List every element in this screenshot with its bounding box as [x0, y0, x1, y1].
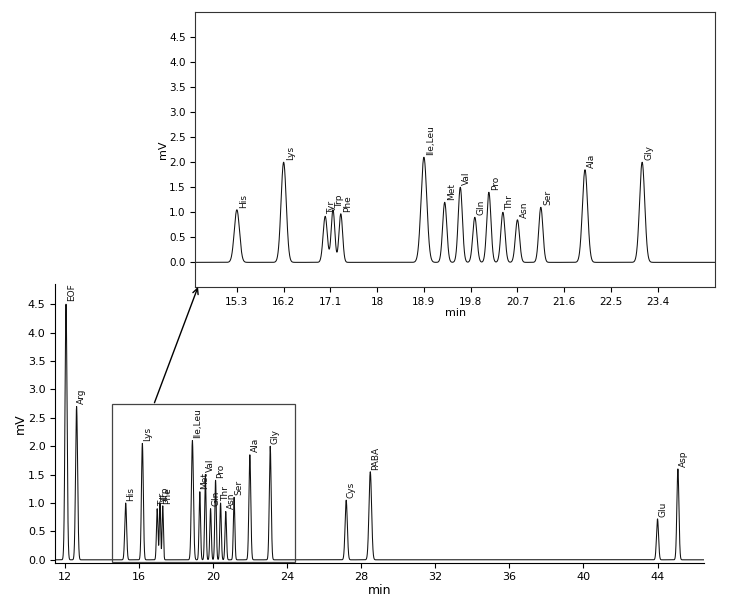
Text: Phe: Phe	[343, 195, 352, 212]
Text: Lys: Lys	[143, 427, 152, 441]
Text: Gln: Gln	[477, 200, 486, 215]
Y-axis label: mV: mV	[13, 413, 27, 434]
Text: Gly: Gly	[271, 429, 280, 444]
Text: Gly: Gly	[644, 145, 653, 160]
Text: Asp: Asp	[679, 450, 688, 466]
Y-axis label: mV: mV	[158, 140, 167, 159]
Text: Asn: Asn	[226, 492, 236, 509]
Text: Met: Met	[200, 473, 209, 489]
Text: Arg: Arg	[77, 388, 86, 404]
X-axis label: min: min	[444, 309, 466, 318]
Text: Phe: Phe	[164, 487, 172, 503]
Bar	[112, 404, 296, 562]
Text: Ala: Ala	[251, 438, 259, 453]
Text: Gln: Gln	[212, 491, 220, 506]
Text: Pro: Pro	[491, 176, 500, 191]
Text: Ala: Ala	[587, 154, 596, 168]
Text: Trp: Trp	[161, 487, 170, 501]
Text: PABA: PABA	[371, 446, 380, 469]
Text: Met: Met	[447, 183, 455, 200]
Text: Val: Val	[206, 459, 215, 473]
Text: Lys: Lys	[286, 146, 295, 160]
Text: His: His	[127, 487, 136, 501]
Text: Glu: Glu	[658, 502, 667, 517]
Text: Val: Val	[462, 172, 472, 185]
Text: EOF: EOF	[67, 284, 76, 301]
Text: Cys: Cys	[347, 482, 356, 498]
Text: Ile,Leu: Ile,Leu	[426, 125, 435, 155]
Text: His: His	[239, 194, 248, 208]
Text: Thr: Thr	[221, 486, 230, 501]
Text: Ser: Ser	[543, 190, 552, 205]
X-axis label: min: min	[368, 584, 391, 597]
Text: Thr: Thr	[505, 195, 514, 211]
Text: Tyr: Tyr	[158, 493, 167, 506]
Text: Ser: Ser	[235, 480, 244, 495]
Text: Asn: Asn	[520, 201, 528, 218]
Text: Pro: Pro	[216, 464, 226, 478]
Text: Ile,Leu: Ile,Leu	[193, 408, 202, 438]
Text: Tyr: Tyr	[327, 201, 336, 214]
Text: Trp: Trp	[335, 194, 344, 208]
